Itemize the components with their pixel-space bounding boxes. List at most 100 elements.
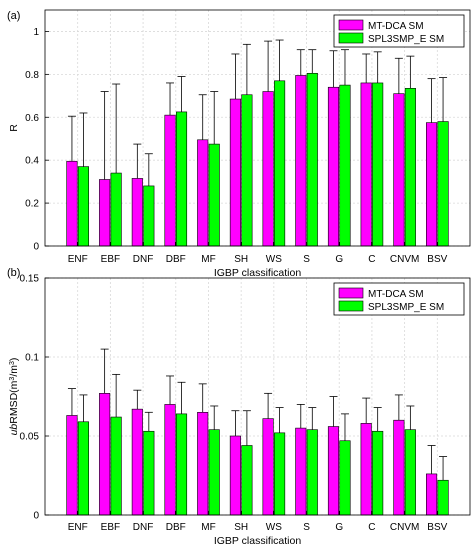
bar-mtdca-ws: [262, 91, 274, 247]
bar-spl3smp-ws: [274, 432, 286, 516]
bar-spl3smp-dbf: [175, 111, 188, 247]
y-tick-label: 0.1: [25, 353, 39, 364]
legend: MT-DCA SM SPL3SMP_E SM: [333, 14, 465, 48]
y-tick-label: 0.05: [20, 432, 40, 443]
legend-label: MT-DCA SM: [368, 21, 424, 32]
x-tick-label: EBF: [101, 522, 120, 533]
bar-mtdca-sh: [229, 98, 241, 247]
chart-panel-1: 0 0.2 0.4 0.6 0.8 1 ENF EBF DNF DBF MF SH WS S G C CNVM B…: [7, 9, 471, 279]
chart-panel-2: 0 0.05 0.1 0.15 ENF EBF DNF DBF MF SH WS S G C CNVM BSV…: [7, 267, 471, 547]
bar-mtdca-bsv: [426, 122, 438, 247]
y-axis-label-part: /m: [8, 365, 20, 377]
panel-label: (b): [7, 267, 20, 279]
x-tick-label: C: [368, 522, 375, 533]
y-axis-label-part: ub: [8, 424, 20, 436]
x-tick-label: DNF: [133, 254, 154, 265]
x-tick-label: MF: [201, 522, 215, 533]
bar-mtdca-c: [360, 423, 372, 516]
bar-spl3smp-dnf: [143, 430, 155, 516]
axes-frame: [44, 9, 471, 247]
bar-mtdca-enf: [66, 415, 78, 516]
bar-spl3smp-sh: [241, 94, 253, 247]
y-tick-label: 0.6: [25, 113, 39, 124]
bar-mtdca-dnf: [131, 408, 143, 516]
bar-spl3smp-mf: [208, 143, 220, 247]
bar-spl3smp-sh: [241, 445, 253, 516]
bar-mtdca-enf: [66, 160, 78, 247]
y-axis-label-part: 3: [9, 361, 16, 365]
bar-spl3smp-dnf: [143, 185, 155, 247]
y-axis-label-part: RMSD(m: [8, 380, 20, 423]
y-axis-label: R: [8, 124, 20, 132]
x-axis-label: IGBP classification: [214, 267, 302, 279]
bar-spl3smp-cnvm: [404, 429, 416, 516]
bar-spl3smp-cnvm: [404, 88, 416, 247]
bar-spl3smp-bsv: [437, 121, 449, 247]
axes-frame: [44, 277, 471, 516]
x-tick-label: DBF: [166, 522, 186, 533]
x-tick-label: CNVM: [390, 254, 419, 265]
bar-spl3smp-enf: [77, 421, 89, 516]
legend-label: SPL3SMP_E SM: [368, 34, 444, 45]
bar-spl3smp-ws: [274, 80, 286, 247]
x-tick-label: EBF: [101, 254, 120, 265]
panel-label: (a): [7, 10, 20, 22]
bar-spl3smp-s: [306, 429, 318, 516]
bar-mtdca-dbf: [164, 114, 176, 247]
bar-mtdca-ebf: [99, 179, 111, 247]
x-tick-label: WS: [266, 522, 282, 533]
x-tick-label: G: [335, 254, 343, 265]
x-tick-label: DNF: [133, 522, 154, 533]
x-tick-label: MF: [201, 254, 215, 265]
bar-mtdca-g: [327, 86, 340, 247]
bar-mtdca-g: [327, 426, 340, 516]
y-tick-label: 0.15: [20, 274, 40, 285]
legend-swatch: [338, 19, 364, 31]
bar-mtdca-sh: [229, 435, 241, 516]
y-tick-label: 1: [33, 27, 39, 38]
x-tick-label: CNVM: [390, 522, 419, 533]
bar-spl3smp-g: [339, 440, 351, 516]
bar-spl3smp-s: [306, 72, 318, 247]
y-tick-label: 0.4: [25, 156, 39, 167]
x-tick-label: ENF: [68, 254, 88, 265]
legend-label: SPL3SMP_E SM: [368, 302, 444, 313]
x-tick-label: S: [303, 254, 310, 265]
legend-swatch: [338, 300, 364, 312]
x-axis-label: IGBP classification: [214, 535, 302, 547]
y-tick-label: 0: [33, 242, 39, 253]
bar-mtdca-dnf: [131, 178, 143, 247]
x-tick-label: BSV: [427, 522, 447, 533]
bar-spl3smp-c: [372, 82, 384, 247]
bar-spl3smp-c: [372, 430, 384, 516]
x-tick-label: SH: [234, 254, 248, 265]
x-tick-label: S: [303, 522, 310, 533]
x-tick-label: WS: [266, 254, 282, 265]
legend-swatch: [338, 287, 364, 299]
y-axis-label-part: 3: [9, 377, 16, 381]
bar-mtdca-bsv: [426, 473, 438, 516]
bar-spl3smp-ebf: [110, 172, 122, 247]
bar-spl3smp-ebf: [110, 416, 122, 516]
x-tick-label: ENF: [68, 522, 88, 533]
bar-mtdca-ws: [262, 418, 274, 516]
bar-mtdca-mf: [197, 139, 209, 247]
bar-spl3smp-bsv: [437, 479, 449, 516]
y-tick-label: 0: [33, 511, 39, 522]
x-tick-label: G: [335, 522, 343, 533]
y-axis-label: ubRMSD(m3/m3): [8, 358, 20, 436]
bar-mtdca-ebf: [99, 393, 111, 516]
bar-spl3smp-g: [339, 84, 351, 247]
x-tick-label: DBF: [166, 254, 186, 265]
bar-mtdca-cnvm: [393, 419, 405, 516]
x-tick-label: C: [368, 254, 375, 265]
x-tick-label: BSV: [427, 254, 447, 265]
bar-spl3smp-mf: [208, 429, 220, 516]
bar-mtdca-cnvm: [393, 93, 405, 247]
bar-spl3smp-enf: [77, 166, 89, 247]
y-axis-label-part: ): [8, 358, 20, 362]
y-tick-label: 0.8: [25, 70, 39, 81]
bar-mtdca-mf: [197, 411, 209, 516]
bar-mtdca-dbf: [164, 404, 176, 516]
